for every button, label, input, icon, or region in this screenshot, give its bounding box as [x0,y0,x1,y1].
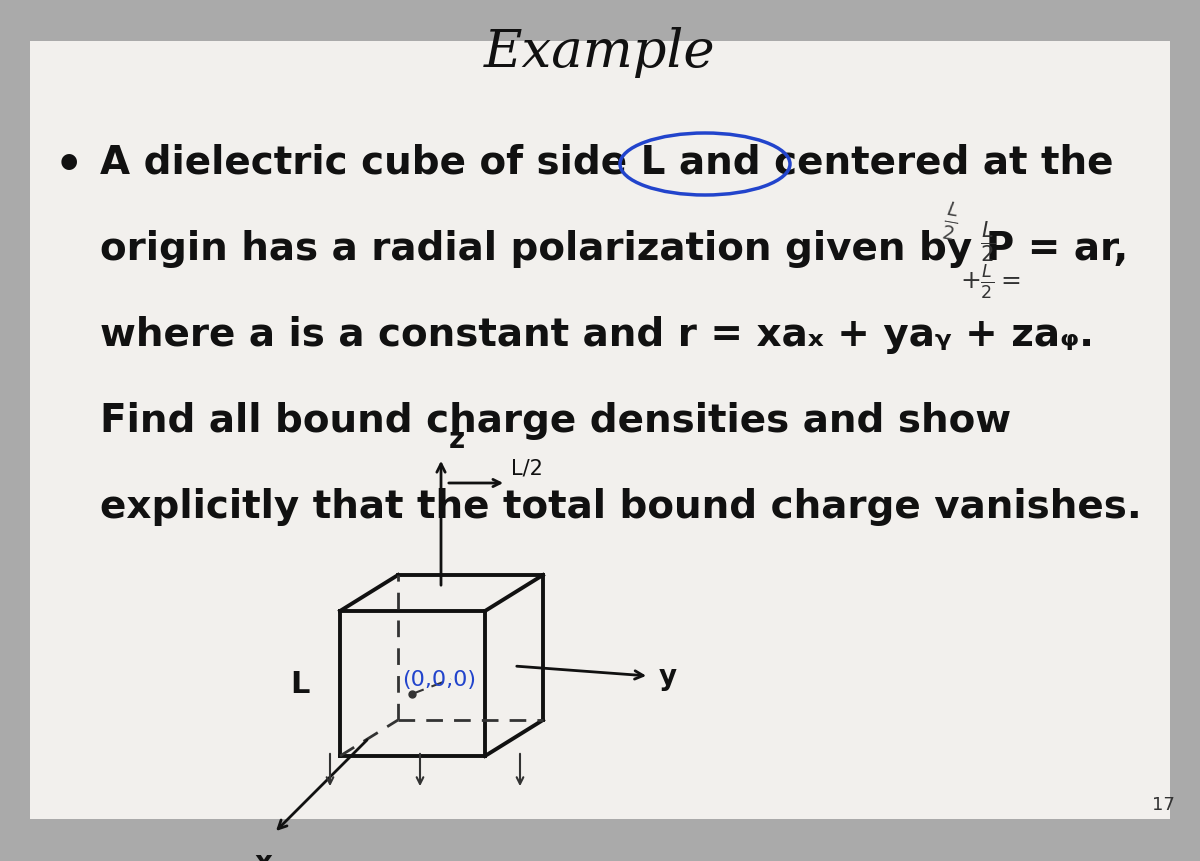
Text: 17: 17 [1152,795,1175,813]
Text: A dielectric cube of side L and centered at the: A dielectric cube of side L and centered… [100,144,1114,182]
Text: explicitly that the total bound charge vanishes.: explicitly that the total bound charge v… [100,487,1141,525]
Text: Example: Example [484,27,716,77]
Text: x: x [256,848,272,861]
Text: $\frac{L}{2}$: $\frac{L}{2}$ [980,219,996,264]
Text: y: y [659,662,677,691]
Text: •: • [55,144,83,187]
Text: $\frac{L}{2}$: $\frac{L}{2}$ [940,200,961,244]
Text: origin has a radial polarization given by P = ar,: origin has a radial polarization given b… [100,230,1128,268]
FancyBboxPatch shape [30,42,1170,819]
Text: where a is a constant and r = xaₓ + yaᵧ + zaᵩ.: where a is a constant and r = xaₓ + yaᵧ … [100,316,1094,354]
Text: z: z [449,425,466,454]
Text: L: L [290,670,310,698]
Text: Find all bound charge densities and show: Find all bound charge densities and show [100,401,1012,439]
Text: L/2: L/2 [511,458,542,479]
Text: (0,0,0): (0,0,0) [402,669,476,689]
Text: $+\frac{L}{2}=$: $+\frac{L}{2}=$ [960,263,1020,300]
